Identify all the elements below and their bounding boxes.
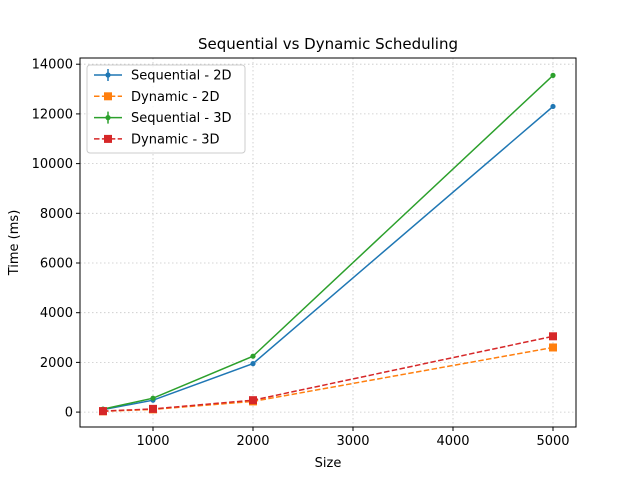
legend-label: Dynamic - 2D (131, 90, 220, 105)
legend-marker (104, 134, 112, 143)
y-tick-label: 14000 (32, 58, 73, 73)
y-tick-label: 4000 (40, 306, 73, 321)
data-point (549, 332, 557, 341)
legend-box (86, 64, 246, 154)
legend: Sequential - 2D Dynamic - 2D Sequential - … (86, 64, 246, 154)
legend-label: Sequential - 2D (131, 69, 232, 84)
series-layer (99, 72, 557, 416)
legend-marker (105, 115, 111, 121)
legend-marker (104, 92, 112, 101)
legend-label: Dynamic - 3D (131, 132, 220, 147)
data-point (550, 72, 556, 78)
data-point (150, 395, 156, 401)
x-tick-label: 1000 (136, 434, 169, 449)
plot-area-frame (79, 57, 577, 428)
data-point (99, 407, 107, 416)
y-tick-label: 8000 (40, 207, 73, 222)
data-point (250, 361, 256, 367)
x-tick-label: 5000 (536, 434, 569, 449)
x-tick-label: 2000 (236, 434, 269, 449)
legend-entry: Dynamic - 3D (94, 132, 220, 147)
series-line (102, 335, 554, 412)
legend-marker (105, 72, 111, 78)
data-point (550, 103, 556, 110)
data-point (549, 343, 557, 352)
y-tick-label: 2000 (40, 356, 73, 371)
series-line (102, 105, 554, 411)
ticks: 1000 2000 3000 4000 5000 0 2000 4000 6000 8000 100… (32, 58, 570, 449)
y-tick-label: 0 (65, 406, 73, 421)
y-tick-label: 6000 (40, 257, 73, 272)
grid (80, 58, 576, 427)
x-axis-label: Size (315, 456, 342, 471)
x-tick-label: 4000 (436, 434, 469, 449)
y-tick-label: 10000 (32, 157, 73, 172)
series-4 (99, 332, 557, 416)
data-point (249, 396, 257, 405)
data-point (250, 353, 256, 359)
data-point (149, 404, 157, 413)
series-line (102, 74, 554, 410)
legend-label: Sequential - 3D (131, 111, 232, 126)
x-tick-label: 3000 (336, 434, 369, 449)
y-tick-label: 12000 (32, 107, 73, 122)
legend-entry: Sequential - 2D (94, 69, 232, 84)
chart-title: Sequential vs Dynamic Scheduling (198, 35, 458, 53)
legend-entry: Sequential - 3D (94, 111, 232, 126)
legend-entry: Dynamic - 2D (94, 90, 220, 105)
y-axis-label: Time (ms) (7, 210, 22, 277)
